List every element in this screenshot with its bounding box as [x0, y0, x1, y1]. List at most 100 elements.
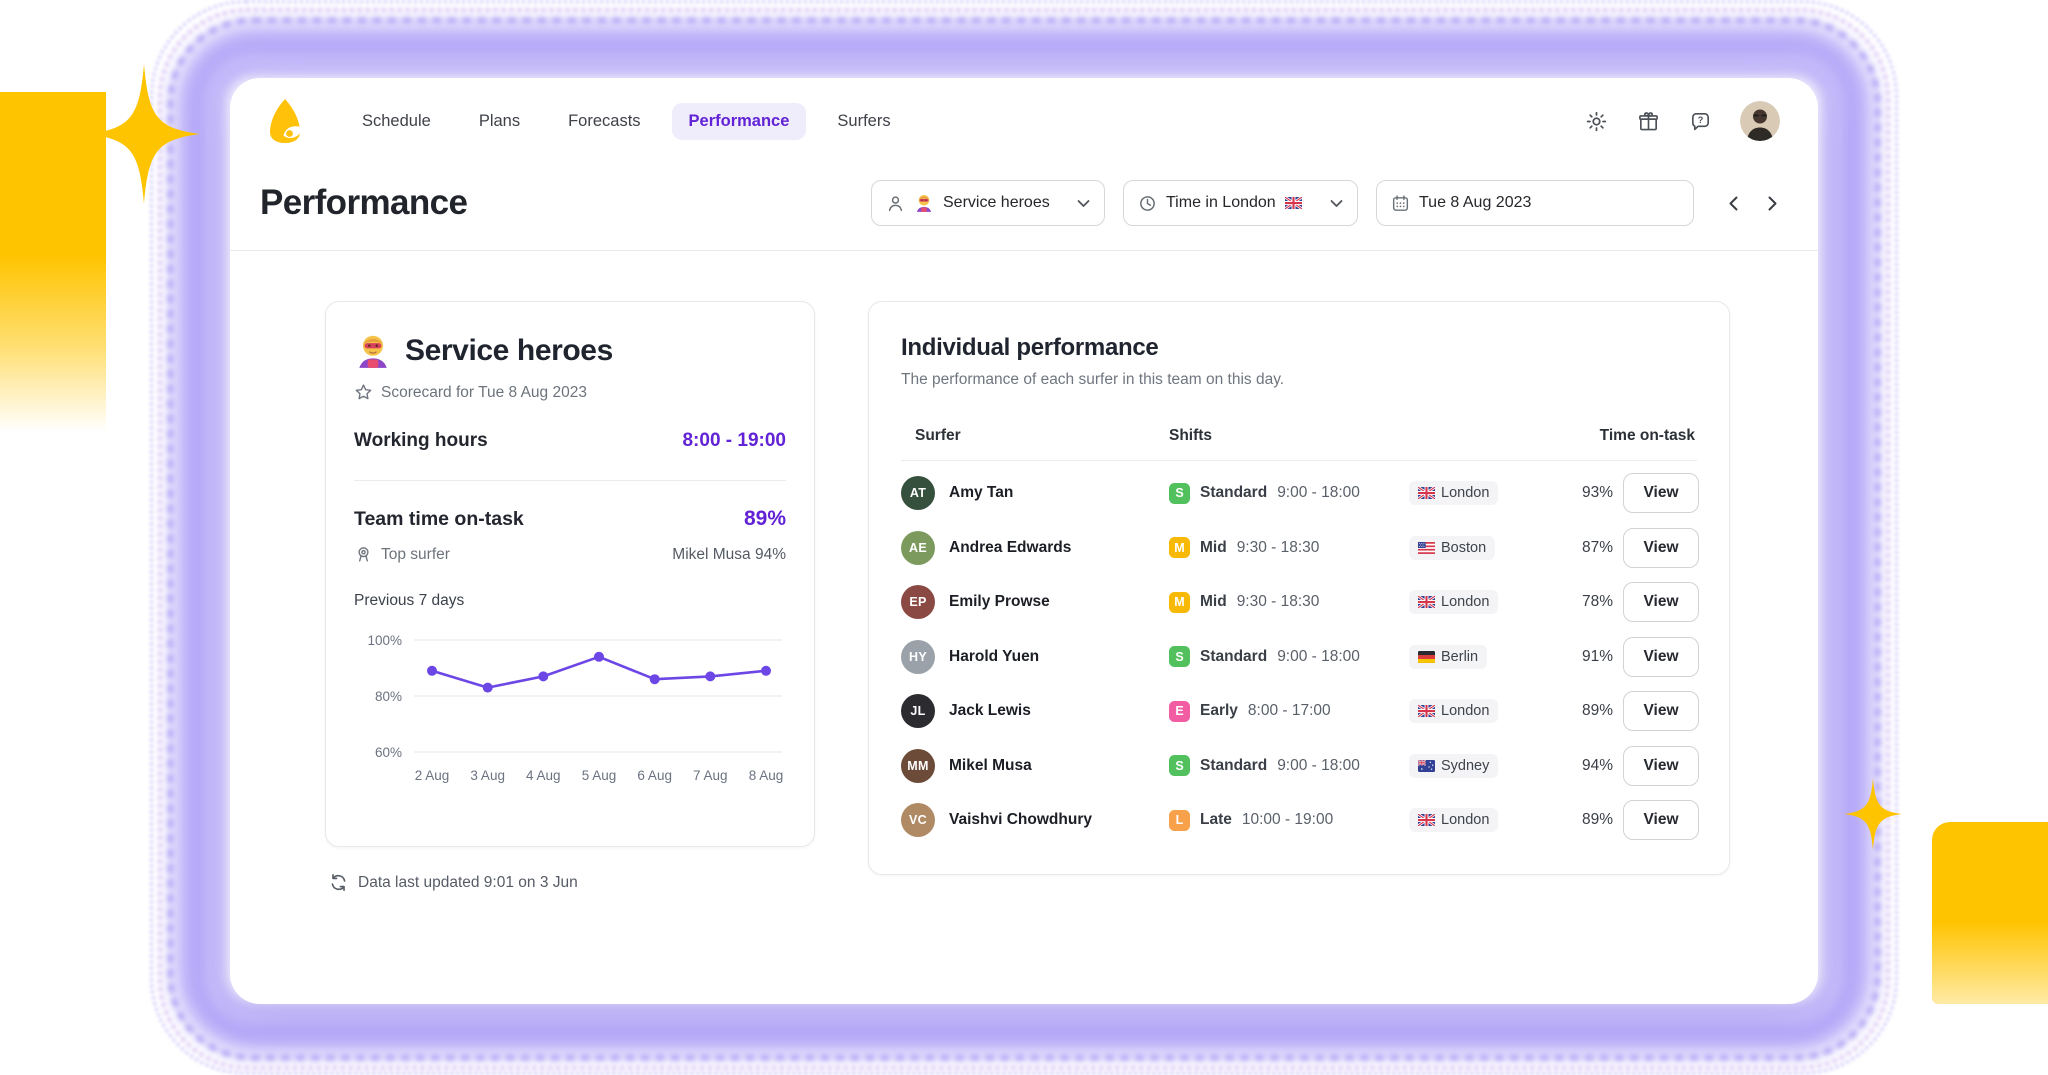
shift-badge: M: [1169, 537, 1190, 559]
us-flag-icon: [1418, 541, 1435, 554]
uk-flag-icon: [1418, 596, 1435, 609]
shift-cell: E Early 8:00 - 17:00: [1169, 700, 1403, 722]
shift-name: Mid: [1200, 593, 1227, 611]
next-day-button[interactable]: [1765, 194, 1780, 213]
shift-badge: M: [1169, 591, 1190, 613]
help-icon: ?: [1691, 112, 1709, 130]
team-on-task-row: Team time on-task 89%: [354, 507, 786, 531]
shift-cell: M Mid 9:30 - 18:30: [1169, 537, 1403, 559]
gifts-button[interactable]: [1636, 109, 1660, 133]
svg-text:100%: 100%: [367, 633, 402, 648]
tab-forecasts[interactable]: Forecasts: [568, 111, 641, 130]
svg-text:5 Aug: 5 Aug: [582, 768, 617, 783]
tab-plans[interactable]: Plans: [478, 111, 521, 130]
surfer-cell: MM Mikel Musa: [901, 748, 1169, 783]
team-select[interactable]: Service heroes: [871, 180, 1105, 226]
view-button[interactable]: View: [1623, 473, 1699, 514]
view-button[interactable]: View: [1623, 582, 1699, 623]
avatar-photo: [1740, 101, 1780, 141]
surfer-name: Emily Prowse: [949, 593, 1050, 611]
location-cell: London: [1403, 481, 1555, 506]
surfer-row: VC Vaishvi Chowdhury L Late 10:00 - 19:0…: [901, 793, 1699, 848]
surfer-avatar: HY: [901, 639, 935, 674]
surfer-row: EP Emily Prowse M Mid 9:30 - 18:30 Londo…: [901, 575, 1699, 630]
uk-flag-icon: [1418, 487, 1435, 500]
card-divider: [354, 480, 786, 481]
page-header: Performance Service heroes Time in Londo…: [230, 156, 1818, 226]
svg-text:60%: 60%: [375, 745, 402, 760]
shift-badge: S: [1169, 482, 1190, 504]
view-button[interactable]: View: [1623, 691, 1699, 732]
column-shifts: Shifts: [1169, 427, 1213, 444]
location-city: London: [1441, 703, 1490, 720]
shift-name: Standard: [1200, 756, 1268, 774]
filters: Service heroes Time in London T: [871, 180, 1780, 226]
app-logo-icon[interactable]: [267, 98, 303, 144]
date-pager: [1726, 194, 1780, 213]
table-body: AT Amy Tan S Standard 9:00 - 18:00 Londo…: [901, 466, 1699, 848]
tab-schedule[interactable]: Schedule: [362, 111, 431, 130]
surfer-row: AT Amy Tan S Standard 9:00 - 18:00 Londo…: [901, 466, 1699, 521]
view-button[interactable]: View: [1623, 636, 1699, 677]
view-button[interactable]: View: [1623, 527, 1699, 568]
shift-badge: S: [1169, 755, 1190, 777]
time-on-task-value: 91%: [1581, 647, 1613, 665]
surfer-cell: HY Harold Yuen: [901, 639, 1169, 674]
gift-icon: [1638, 111, 1658, 130]
surfer-row: JL Jack Lewis E Early 8:00 - 17:00 Londo…: [901, 684, 1699, 739]
previous-7-days-label: Previous 7 days: [354, 592, 465, 609]
location-cell: London: [1403, 699, 1555, 724]
shift-name: Late: [1200, 811, 1232, 829]
scorecard-caption: Scorecard for Tue 8 Aug 2023: [381, 383, 587, 401]
surfer-cell: JL Jack Lewis: [901, 694, 1169, 729]
working-hours-label: Working hours: [354, 430, 488, 451]
uk-flag-icon: [1418, 705, 1435, 718]
surfer-name: Jack Lewis: [949, 702, 1031, 720]
surfer-row: HY Harold Yuen S Standard 9:00 - 18:00 B…: [901, 630, 1699, 685]
time-on-task-value: 93%: [1581, 484, 1613, 502]
nav-right: ?: [1584, 101, 1780, 141]
location-pill: London: [1409, 808, 1499, 833]
surfer-cell: VC Vaishvi Chowdhury: [901, 803, 1169, 838]
user-avatar[interactable]: [1740, 101, 1780, 141]
location-city: London: [1441, 594, 1490, 611]
view-button[interactable]: View: [1623, 800, 1699, 841]
header-divider: [230, 250, 1818, 251]
date-picker[interactable]: Tue 8 Aug 2023: [1376, 180, 1694, 226]
tab-surfers[interactable]: Surfers: [837, 111, 891, 130]
table-header: Surfer Shifts Time on-task: [901, 427, 1697, 461]
gear-icon: [1586, 111, 1606, 131]
shift-time: 10:00 - 19:00: [1241, 811, 1334, 829]
shift-time: 8:00 - 17:00: [1247, 702, 1331, 720]
chevron-right-icon: [1768, 196, 1777, 210]
surfer-avatar: VC: [901, 803, 935, 838]
shift-badge: E: [1169, 700, 1190, 722]
previous-day-button[interactable]: [1726, 194, 1741, 213]
tab-performance[interactable]: Performance: [671, 102, 807, 140]
location-cell: Boston: [1403, 535, 1555, 560]
uk-flag-icon: [1418, 814, 1435, 827]
refresh-icon[interactable]: [329, 873, 348, 892]
chevron-down-icon: [1077, 199, 1090, 208]
timezone-select[interactable]: Time in London: [1123, 180, 1358, 226]
view-button[interactable]: View: [1623, 745, 1699, 786]
individual-performance-card: Individual performance The performance o…: [868, 301, 1730, 875]
yellow-edge-shape-left: [0, 92, 106, 432]
surfer-name: Mikel Musa: [949, 756, 1032, 774]
shift-cell: S Standard 9:00 - 18:00: [1169, 755, 1403, 777]
au-flag-icon: [1418, 759, 1435, 772]
shift-cell: L Late 10:00 - 19:00: [1169, 809, 1403, 831]
shift-cell: S Standard 9:00 - 18:00: [1169, 482, 1403, 504]
team-scorecard: Service heroes Scorecard for Tue 8 Aug 2…: [325, 301, 815, 847]
location-pill: Berlin: [1409, 644, 1488, 669]
medal-icon: [354, 545, 373, 564]
top-surfer-value: Mikel Musa 94%: [672, 545, 786, 563]
location-city: Boston: [1441, 539, 1487, 556]
help-button[interactable]: ?: [1688, 109, 1712, 133]
settings-button[interactable]: [1584, 109, 1608, 133]
time-on-task-value: 94%: [1581, 756, 1613, 774]
location-cell: London: [1403, 590, 1555, 615]
svg-text:?: ?: [1697, 115, 1703, 125]
shift-name: Early: [1200, 702, 1238, 720]
shift-name: Standard: [1200, 484, 1268, 502]
